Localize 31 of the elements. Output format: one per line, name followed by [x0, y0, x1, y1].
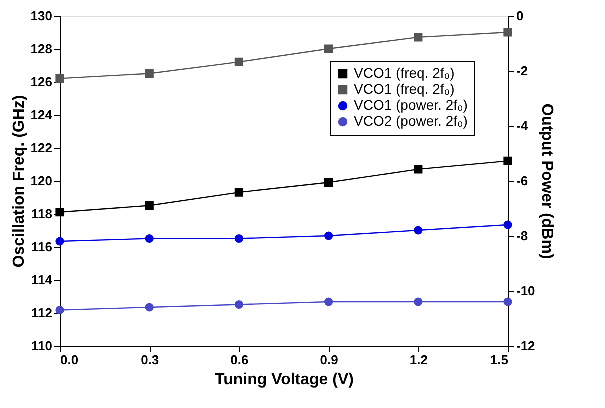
y2-axis-title: Output Power (dBm) [538, 104, 556, 260]
legend-label: VCO1 (freq. 2f₀) [354, 65, 455, 81]
legend-label: VCO1 (freq. 2f₀) [354, 81, 455, 97]
y2-tick-label: -8 [516, 228, 528, 244]
legend-label: VCO2 (power. 2f₀) [354, 113, 468, 129]
y-tick-label: 126 [30, 74, 52, 90]
y-tick-label: 112 [32, 306, 52, 320]
y2-tick-label: -10 [516, 284, 536, 298]
y-tick-label: 116 [32, 240, 52, 254]
y-tick-label: 124 [30, 108, 54, 122]
y2-tick-label: -2 [516, 64, 528, 78]
legend-label: VCO1 (power. 2f₀) [354, 97, 468, 113]
y2-tick-label: 0 [516, 8, 524, 24]
x-axis-title: Tuning Voltage (V) [215, 372, 354, 388]
y-tick-label: 118 [32, 206, 52, 222]
x-tick-label: 1.5 [490, 352, 508, 368]
x-tick-label: 0.9 [320, 352, 338, 368]
y-tick-label: 130 [30, 8, 52, 24]
y-tick-label: 110 [32, 338, 52, 354]
y-tick-label: 114 [32, 272, 54, 288]
x-tick-label: 0.3 [141, 352, 160, 368]
y-axis-title: Oscillation Freq. (GHz) [10, 95, 28, 268]
y-tick-label: 122 [30, 140, 52, 156]
y-tick-label: 128 [30, 42, 52, 56]
y2-tick-label: -4 [516, 118, 529, 134]
x-tick-label: 0.0 [60, 352, 79, 368]
x-tick-label: 1.2 [410, 352, 428, 368]
y-tick-label: 120 [30, 174, 52, 188]
x-tick-label: 0.6 [230, 352, 249, 368]
y2-tick-label: -12 [516, 338, 536, 354]
y2-tick-label: -6 [516, 174, 528, 188]
